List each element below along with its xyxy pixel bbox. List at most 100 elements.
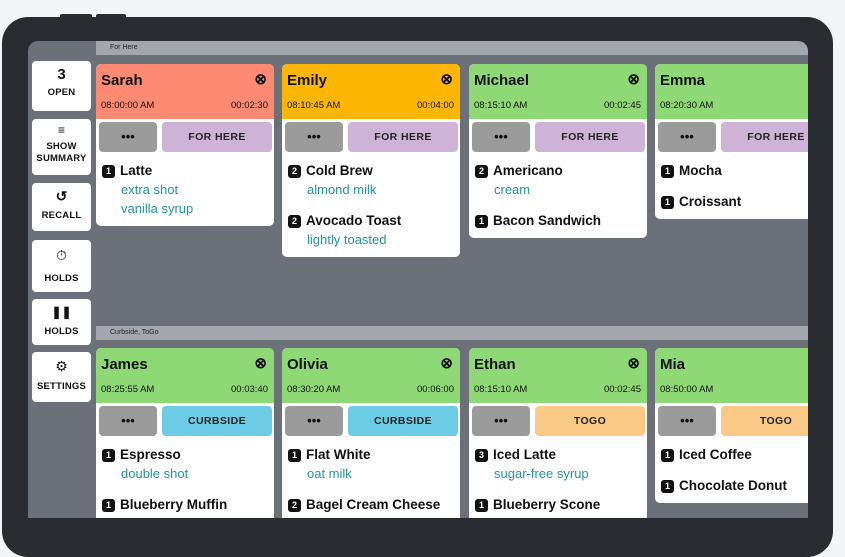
- item-line: 2 Avocado Toast: [288, 212, 454, 230]
- more-options-button[interactable]: •••: [472, 122, 530, 152]
- open-orders-button[interactable]: 3 OPEN: [32, 61, 91, 111]
- customer-name: Olivia: [287, 356, 328, 373]
- list-icon: ≡: [57, 123, 65, 137]
- order-item[interactable]: 1 Espresso double shot: [102, 446, 268, 483]
- pause-icon: ❚❚: [51, 305, 72, 319]
- order-type-button[interactable]: FOR HERE: [721, 122, 808, 152]
- order-type-button[interactable]: FOR HERE: [535, 122, 645, 152]
- order-ticket[interactable]: Michael ⊗ 08:15:10 AM 00:02:45 ••• FOR HERE 2 A…: [469, 64, 647, 238]
- order-ticket[interactable]: James ⊗ 08:25:55 AM 00:03:40 ••• CURBSIDE 1 Esp…: [96, 348, 274, 518]
- item-modifier: double shot: [121, 466, 189, 481]
- more-options-button[interactable]: •••: [658, 406, 716, 436]
- elapsed-time: 00:02:45: [604, 100, 641, 111]
- order-item[interactable]: 2 Avocado Toast lightly toasted: [288, 212, 454, 249]
- order-item[interactable]: 1 Iced Coffee: [661, 446, 808, 464]
- order-item[interactable]: 1 Mocha: [661, 162, 808, 180]
- pause-holds-button[interactable]: ❚❚ HOLDS: [32, 299, 91, 345]
- show-summary-button[interactable]: ≡ SHOW SUMMARY: [32, 119, 91, 175]
- order-time: 08:25:55 AM: [101, 384, 155, 395]
- elapsed-time: 00:02:45: [604, 384, 641, 395]
- ticket-header[interactable]: Sarah ⊗ 08:00:00 AM 00:02:30: [96, 64, 274, 119]
- item-quantity: 1: [661, 196, 674, 209]
- item-quantity: 2: [475, 165, 488, 178]
- more-options-button[interactable]: •••: [285, 122, 343, 152]
- order-item[interactable]: 1 Bacon Sandwich: [475, 212, 641, 230]
- frame-notch: [96, 14, 126, 18]
- item-quantity: 1: [102, 165, 115, 178]
- order-item[interactable]: 2 Bagel Cream Cheese: [288, 496, 454, 514]
- summary-label-line1: SHOW: [46, 141, 77, 152]
- more-options-button[interactable]: •••: [99, 122, 157, 152]
- order-type-button[interactable]: FOR HERE: [348, 122, 458, 152]
- order-type-button[interactable]: TOGO: [535, 406, 645, 436]
- ticket-header[interactable]: Emily ⊗ 08:10:45 AM 00:04:00: [282, 64, 460, 119]
- item-modifier: sugar-free syrup: [494, 466, 589, 481]
- elapsed-time: 00:02:30: [231, 100, 268, 111]
- more-options-button[interactable]: •••: [285, 406, 343, 436]
- order-item[interactable]: 1 Croissant: [661, 193, 808, 211]
- close-icon[interactable]: ⊗: [627, 71, 640, 88]
- close-icon[interactable]: ⊗: [627, 355, 640, 372]
- order-ticket[interactable]: Sarah ⊗ 08:00:00 AM 00:02:30 ••• FOR HERE 1 Lat…: [96, 64, 274, 226]
- item-line: 1 Mocha: [661, 162, 808, 180]
- order-item[interactable]: 1 Flat White oat milk: [288, 446, 454, 483]
- close-icon[interactable]: ⊗: [440, 355, 453, 372]
- order-item[interactable]: 1 Blueberry Scone: [475, 496, 641, 514]
- ticket-header[interactable]: Ethan ⊗ 08:15:10 AM 00:02:45: [469, 348, 647, 403]
- elapsed-time: 00:06:00: [417, 384, 454, 395]
- open-label: OPEN: [47, 87, 76, 98]
- order-items: 2 Americano cream 1 Bacon Sandwich: [469, 155, 647, 238]
- close-icon[interactable]: ⊗: [254, 71, 267, 88]
- ticket-header[interactable]: James ⊗ 08:25:55 AM 00:03:40: [96, 348, 274, 403]
- order-type-button[interactable]: TOGO: [721, 406, 808, 436]
- item-name: Flat White: [306, 447, 371, 462]
- item-quantity: 2: [288, 499, 301, 512]
- item-name: Americano: [493, 163, 563, 178]
- ticket-header[interactable]: Olivia ⊗ 08:30:20 AM 00:06:00: [282, 348, 460, 403]
- elapsed-time: 00:03:40: [231, 384, 268, 395]
- settings-button[interactable]: ⚙ SETTINGS: [32, 352, 91, 402]
- order-item[interactable]: 1 Blueberry Muffin: [102, 496, 268, 514]
- summary-label-line2: SUMMARY: [36, 153, 87, 164]
- item-line: 1 Flat White: [288, 446, 454, 464]
- holds-button[interactable]: ⏱ HOLDS: [32, 240, 91, 292]
- order-time: 08:15:10 AM: [474, 100, 528, 111]
- order-item[interactable]: 2 Americano cream: [475, 162, 641, 199]
- recall-button[interactable]: ↺ RECALL: [32, 183, 91, 231]
- order-items: 1 Iced Coffee 1 Chocolate Donut: [655, 439, 808, 503]
- customer-name: Emily: [287, 72, 328, 89]
- lane-header-curbside-togo: Curbside, ToGo: [96, 326, 808, 340]
- order-item[interactable]: 1 Latte extra shot vanilla syrup: [102, 162, 268, 218]
- order-item[interactable]: 3 Iced Latte sugar-free syrup: [475, 446, 641, 483]
- recall-label: RECALL: [41, 210, 82, 221]
- item-modifier: oat milk: [307, 466, 352, 481]
- order-time: 08:50:00 AM: [660, 384, 714, 395]
- item-quantity: 1: [661, 480, 674, 493]
- order-items: 1 Flat White oat milk 2 Bagel Cream Cheese: [282, 439, 460, 518]
- order-item[interactable]: 1 Chocolate Donut: [661, 477, 808, 495]
- undo-icon: ↺: [55, 188, 68, 204]
- order-type-button[interactable]: FOR HERE: [162, 122, 272, 152]
- item-line: 1 Espresso: [102, 446, 268, 464]
- open-count: 3: [57, 66, 66, 83]
- order-ticket[interactable]: Olivia ⊗ 08:30:20 AM 00:06:00 ••• CURBSIDE 1 Fl…: [282, 348, 460, 518]
- order-item[interactable]: 2 Cold Brew almond milk: [288, 162, 454, 199]
- more-options-button[interactable]: •••: [658, 122, 716, 152]
- item-quantity: 1: [288, 449, 301, 462]
- item-name: Croissant: [679, 194, 742, 209]
- order-time: 08:30:20 AM: [287, 384, 341, 395]
- more-options-button[interactable]: •••: [99, 406, 157, 436]
- order-ticket[interactable]: Ethan ⊗ 08:15:10 AM 00:02:45 ••• TOGO 3 Iced La…: [469, 348, 647, 518]
- close-icon[interactable]: ⊗: [440, 71, 453, 88]
- more-options-button[interactable]: •••: [472, 406, 530, 436]
- order-ticket[interactable]: Emily ⊗ 08:10:45 AM 00:04:00 ••• FOR HERE 2 Col…: [282, 64, 460, 257]
- ticket-header[interactable]: Michael ⊗ 08:15:10 AM 00:02:45: [469, 64, 647, 119]
- order-type-button[interactable]: CURBSIDE: [162, 406, 272, 436]
- order-type-button[interactable]: CURBSIDE: [348, 406, 458, 436]
- close-icon[interactable]: ⊗: [254, 355, 267, 372]
- item-quantity: 2: [288, 165, 301, 178]
